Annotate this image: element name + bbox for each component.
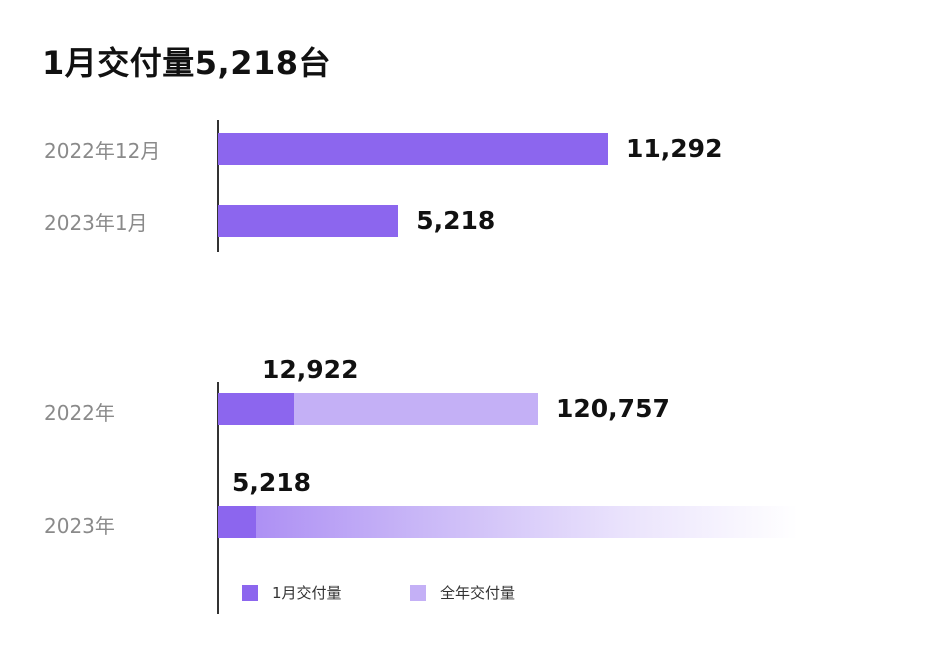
chart2-annual-bar-placeholder xyxy=(218,506,798,538)
chart1-data-label: 5,218 xyxy=(416,206,496,235)
chart1-bar xyxy=(218,133,608,165)
chart2-category-label: 2022年 xyxy=(44,401,115,425)
chart1-axis xyxy=(217,120,219,252)
chart2-category-label: 2023年 xyxy=(44,514,115,538)
chart2-monthly-bar xyxy=(218,393,294,425)
chart1-data-label: 11,292 xyxy=(626,134,723,163)
chart2-axis xyxy=(217,382,219,614)
chart1-bar xyxy=(218,205,399,237)
legend-item-monthly: 1月交付量 xyxy=(242,582,342,603)
chart2-monthly-data-label: 12,922 xyxy=(262,355,359,384)
chart2-monthly-bar xyxy=(218,506,256,538)
chart2-monthly-data-label: 5,218 xyxy=(232,468,312,497)
chart2-annual-data-label: 120,757 xyxy=(556,394,670,423)
chart-title: 1月交付量5,218台 xyxy=(42,44,331,82)
legend-swatch xyxy=(242,584,258,601)
legend-label: 全年交付量 xyxy=(440,584,516,602)
legend-swatch xyxy=(410,584,426,601)
legend-item-annual: 全年交付量 xyxy=(410,582,515,603)
chart1-category-label: 2023年1月 xyxy=(44,211,148,235)
legend-label: 1月交付量 xyxy=(272,584,342,602)
chart1-category-label: 2022年12月 xyxy=(44,139,161,163)
